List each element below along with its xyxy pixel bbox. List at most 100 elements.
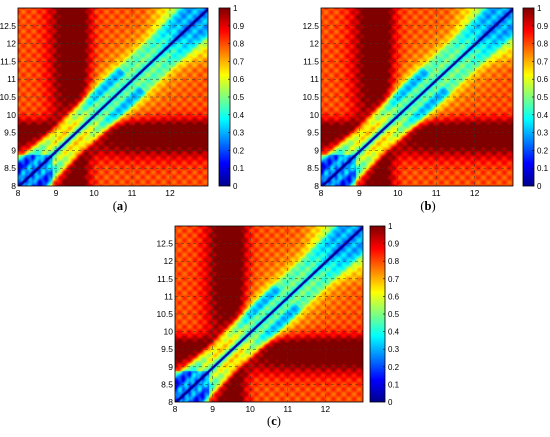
colorbar-tick-label: 0.5 xyxy=(537,93,549,102)
panel-a-colorbar xyxy=(219,8,230,186)
y-tick-label: 8 xyxy=(11,181,16,191)
y-tick-label: 8.5 xyxy=(161,379,173,389)
colorbar-tick-label: 0 xyxy=(537,182,542,191)
x-tick-label: 12 xyxy=(321,404,331,414)
colorbar-tick-label: 0.2 xyxy=(388,363,400,372)
panel-b-colorbar-ticks: 0 0.1 0.2 0.3 0.4 0.5 0.6 0.7 0.8 0.9 1 xyxy=(532,4,549,191)
y-tick-label: 9 xyxy=(314,145,319,155)
x-tick-label: 8 xyxy=(16,188,21,198)
y-tick-label: 10 xyxy=(164,327,174,337)
colorbar-tick-label: 0.9 xyxy=(537,22,549,31)
colorbar-tick-label: 0.2 xyxy=(233,146,245,155)
y-tick-label: 10.5 xyxy=(302,92,319,102)
colorbar-tick-label: 1 xyxy=(233,4,238,13)
y-tick-label: 8 xyxy=(168,397,173,407)
y-tick-label: 8 xyxy=(314,181,319,191)
panel-b-caption: (b) xyxy=(420,199,436,213)
y-tick-label: 11.5 xyxy=(157,274,173,284)
colorbar-tick-label: 0.7 xyxy=(388,275,400,284)
colorbar-tick-label: 0.1 xyxy=(537,164,549,173)
x-tick-label: 10 xyxy=(245,404,255,414)
colorbar-tick-label: 1 xyxy=(537,4,542,13)
colorbar-tick-label: 0.6 xyxy=(388,292,400,301)
panel-c-axes-box xyxy=(174,225,364,403)
y-tick-label: 12 xyxy=(310,39,320,49)
y-tick-label: 9.5 xyxy=(4,128,16,138)
colorbar-tick-label: 0.6 xyxy=(537,75,549,84)
colorbar-tick-label: 0.3 xyxy=(537,129,549,138)
y-tick-label: 8.5 xyxy=(307,163,319,173)
colorbar-tick-label: 0.8 xyxy=(388,257,400,266)
x-tick-label: 11 xyxy=(283,404,292,414)
colorbar-tick-label: 0.7 xyxy=(537,57,549,66)
colorbar-tick-label: 0.1 xyxy=(388,380,400,389)
y-tick-label: 12 xyxy=(164,256,174,266)
y-tick-label: 10.5 xyxy=(0,92,16,102)
panel-c-colorbar-ticks: 0 0.1 0.2 0.3 0.4 0.5 0.6 0.7 0.8 0.9 1 xyxy=(383,222,400,407)
colorbar-tick-label: 0.4 xyxy=(233,111,245,120)
colorbar-tick-label: 0.2 xyxy=(537,146,549,155)
colorbar-tick-label: 0.7 xyxy=(233,57,245,66)
y-tick-label: 12.5 xyxy=(302,21,319,31)
x-tick-label: 8 xyxy=(173,404,178,414)
y-tick-label: 10.5 xyxy=(156,309,173,319)
x-tick-label: 9 xyxy=(210,404,215,414)
panel-b-y-ticks: 8 8.5 9 9.5 10 10.5 11 11.5 12 12.5 xyxy=(302,21,319,191)
y-tick-label: 10 xyxy=(310,110,320,120)
colorbar-tick-label: 0.4 xyxy=(388,328,400,337)
panel-a-x-ticks: 8 9 10 11 12 xyxy=(16,188,175,198)
y-tick-label: 11 xyxy=(164,291,173,301)
panel-c-colorbar xyxy=(370,226,385,402)
colorbar-tick-label: 1 xyxy=(388,222,393,231)
panel-c: 8 9 10 11 12 8 8.5 9 9.5 10 10.5 11 11.5 12 12.5 0 0.1… xyxy=(156,222,400,414)
y-tick-label: 11 xyxy=(310,74,319,84)
colorbar-tick-label: 0.1 xyxy=(233,164,245,173)
colorbar-tick-label: 0.5 xyxy=(233,93,245,102)
panel-b-colorbar xyxy=(523,8,534,186)
y-tick-label: 12.5 xyxy=(156,239,173,249)
y-tick-label: 11.5 xyxy=(0,56,16,66)
panel-b-grid xyxy=(321,8,513,186)
panel-c-y-ticks: 8 8.5 9 9.5 10 10.5 11 11.5 12 12.5 xyxy=(156,239,173,407)
y-tick-label: 9 xyxy=(11,145,16,155)
panel-c-x-ticks: 8 9 10 11 12 xyxy=(173,404,331,414)
colorbar-tick-label: 0.4 xyxy=(537,111,549,120)
y-tick-label: 11 xyxy=(7,74,16,84)
x-tick-label: 12 xyxy=(470,188,480,198)
y-tick-label: 9.5 xyxy=(307,128,319,138)
panel-b-axes-box xyxy=(320,7,514,187)
colorbar-tick-label: 0.9 xyxy=(388,240,400,249)
colorbar-tick-label: 0.8 xyxy=(233,40,245,49)
panel-b-x-ticks: 8 9 10 11 12 xyxy=(319,188,480,198)
x-tick-label: 8 xyxy=(319,188,324,198)
y-tick-label: 12.5 xyxy=(0,21,16,31)
panel-c-heatmap xyxy=(175,226,363,402)
colorbar-tick-label: 0 xyxy=(233,182,238,191)
x-tick-label: 12 xyxy=(165,188,175,198)
panel-a-colorbar-ticks: 0 0.1 0.2 0.3 0.4 0.5 0.6 0.7 0.8 0.9 1 xyxy=(228,4,245,191)
colorbar-tick-label: 0.3 xyxy=(388,345,400,354)
panel-c-caption: (c) xyxy=(267,414,281,428)
y-tick-label: 10 xyxy=(7,110,17,120)
y-tick-label: 8.5 xyxy=(4,163,16,173)
x-tick-label: 11 xyxy=(432,188,441,198)
colorbar-tick-label: 0.3 xyxy=(233,129,245,138)
x-tick-label: 11 xyxy=(128,188,137,198)
panel-a-y-ticks: 8 8.5 9 9.5 10 10.5 11 11.5 12 12.5 xyxy=(0,21,16,191)
x-tick-label: 9 xyxy=(54,188,59,198)
x-tick-label: 10 xyxy=(89,188,99,198)
x-tick-label: 10 xyxy=(393,188,403,198)
y-tick-label: 11.5 xyxy=(303,56,319,66)
y-tick-label: 9 xyxy=(168,362,173,372)
colorbar-tick-label: 0.9 xyxy=(233,22,245,31)
x-tick-label: 9 xyxy=(357,188,362,198)
panel-a-axes-box xyxy=(17,7,209,187)
y-tick-label: 9.5 xyxy=(161,344,173,354)
panel-a-caption: (a) xyxy=(112,199,128,213)
colorbar-tick-label: 0.8 xyxy=(537,40,549,49)
y-tick-label: 12 xyxy=(7,39,17,49)
colorbar-tick-label: 0 xyxy=(388,398,393,407)
panel-a-grid xyxy=(18,8,208,186)
